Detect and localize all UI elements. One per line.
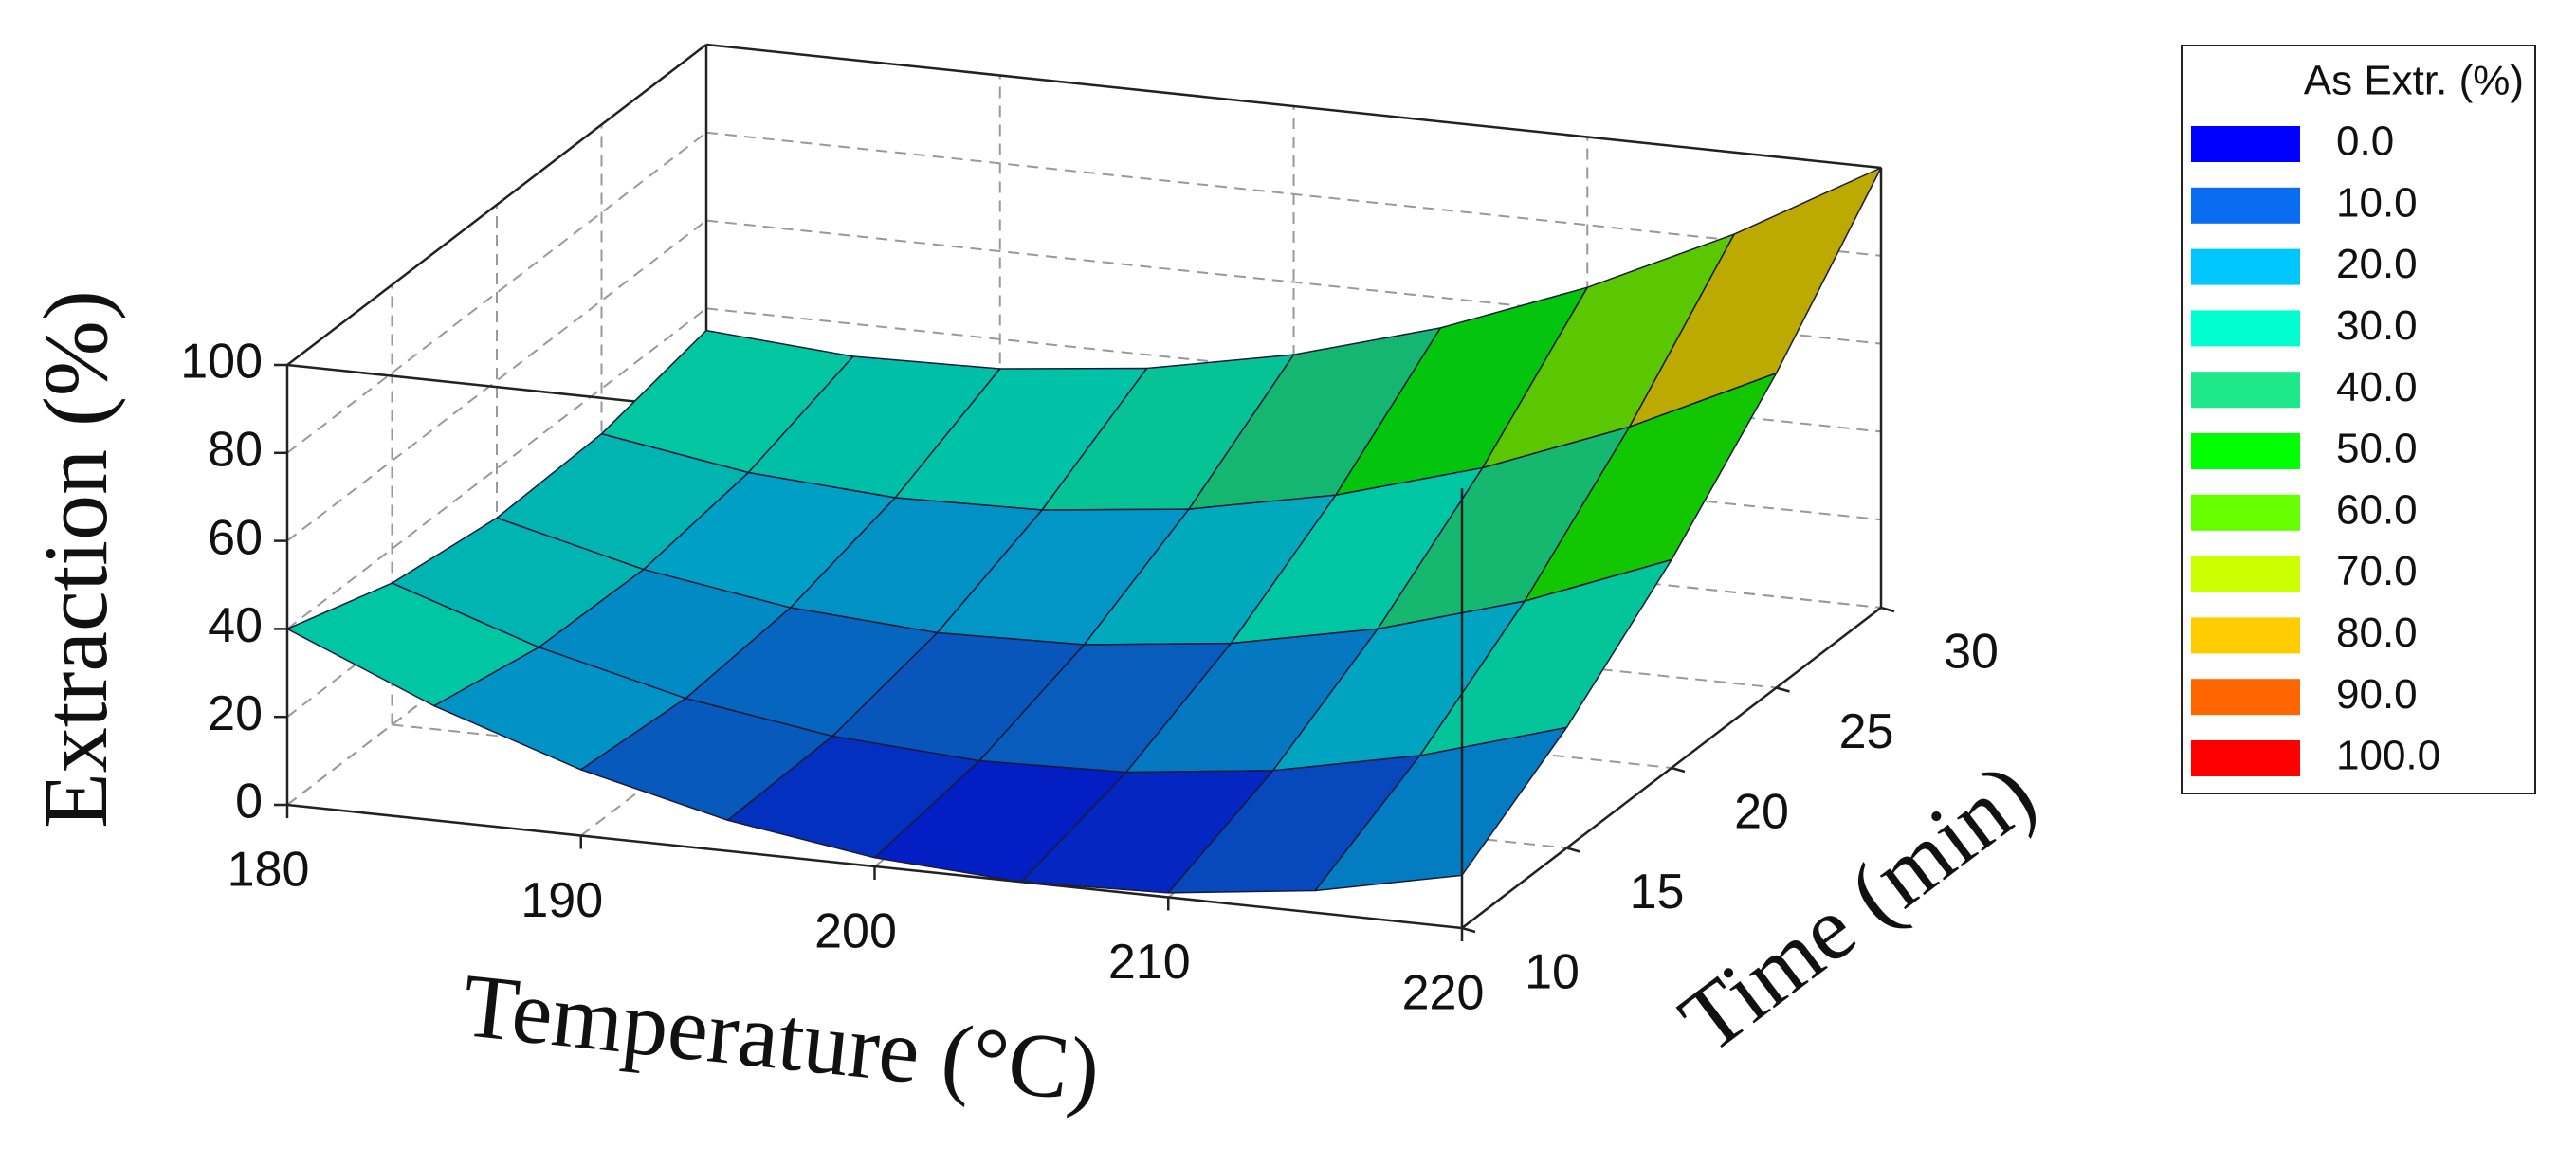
legend-label: 30.0 — [2336, 302, 2418, 349]
legend-swatch — [2191, 372, 2300, 409]
x-tick-label: 180 — [228, 843, 310, 898]
y-tick-label: 25 — [1839, 704, 1894, 759]
legend-label: 50.0 — [2336, 426, 2418, 472]
legend-swatch — [2191, 740, 2300, 776]
axis-frame — [286, 44, 707, 366]
x-tick-label: 210 — [1108, 935, 1191, 990]
legend-swatch — [2191, 679, 2300, 716]
legend-swatch — [2191, 187, 2300, 224]
legend-label: 60.0 — [2336, 486, 2418, 533]
surface-patch — [1314, 726, 1568, 892]
legend-label: 70.0 — [2336, 548, 2418, 594]
grid-line — [705, 219, 1882, 345]
tick-mark — [1776, 686, 1790, 693]
grid-line — [286, 307, 707, 630]
x-tick-label: 190 — [521, 873, 603, 928]
legend-swatch — [2191, 494, 2300, 531]
y-tick-label: 20 — [1734, 785, 1789, 840]
grid-line — [286, 219, 707, 542]
tick-mark — [1671, 766, 1686, 774]
z-axis-title: Extraction (%) — [25, 290, 126, 829]
legend-label: 10.0 — [2336, 179, 2418, 226]
legend-swatch — [2191, 617, 2300, 654]
y-tick-label: 15 — [1630, 865, 1685, 920]
legend-label: 100.0 — [2336, 733, 2440, 779]
tick-mark — [1880, 606, 1895, 613]
x-tick-label: 220 — [1402, 966, 1485, 1021]
legend-label: 90.0 — [2336, 671, 2418, 718]
tick-mark — [1566, 847, 1580, 853]
legend-swatch — [2191, 556, 2300, 592]
legend-box — [2181, 45, 2536, 794]
z-tick-label: 40 — [208, 598, 263, 653]
legend-swatch — [2191, 310, 2300, 347]
axis-frame — [705, 43, 1882, 170]
x-tick-label: 200 — [814, 904, 897, 959]
legend-title: As Extr. (%) — [2304, 58, 2524, 104]
y-axis-title: Time (min) — [1661, 742, 2053, 1072]
legend-label: 80.0 — [2336, 610, 2418, 656]
legend-label: 20.0 — [2336, 241, 2418, 287]
x-axis-title: Temperature (°C) — [458, 954, 1105, 1121]
z-tick-label: 20 — [208, 686, 263, 741]
legend-label: 40.0 — [2336, 364, 2418, 410]
grid-line — [286, 132, 707, 454]
y-tick-label: 10 — [1525, 945, 1580, 1000]
y-tick-label: 30 — [1944, 625, 1999, 680]
grid-line — [705, 131, 1882, 257]
tick-mark — [1461, 926, 1476, 934]
z-tick-label: 100 — [180, 335, 263, 390]
legend-swatch — [2191, 433, 2300, 469]
legend-label: 0.0 — [2336, 118, 2394, 165]
legend-swatch — [2191, 248, 2300, 285]
legend-swatch — [2191, 126, 2300, 162]
z-tick-label: 0 — [235, 774, 263, 829]
z-tick-label: 60 — [208, 510, 263, 565]
z-tick-label: 80 — [208, 423, 263, 478]
